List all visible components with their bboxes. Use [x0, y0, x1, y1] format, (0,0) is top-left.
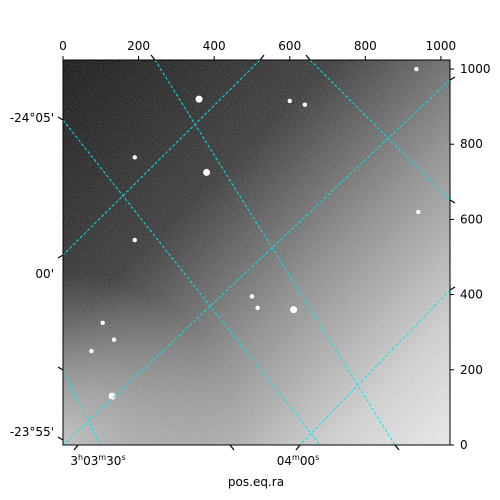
star-14	[414, 66, 419, 72]
dec-grid-line-0	[63, 60, 261, 256]
image-noise	[63, 60, 450, 445]
star-6	[249, 294, 255, 299]
x-tick-label-4: 800	[354, 39, 377, 53]
ra-grid-line-3	[63, 369, 101, 445]
x-tick-label-5: 1000	[426, 39, 457, 53]
world-tick-10	[57, 116, 64, 121]
x-axis-title: pos.eq.ra	[228, 475, 284, 489]
y-tick-label-4: 800	[460, 137, 483, 151]
world-tick-4	[449, 199, 456, 204]
ra-tick-label-2: 04m00s	[277, 453, 320, 468]
world-tick-7	[229, 444, 235, 451]
dec-grid-line-2	[299, 289, 450, 445]
pixel-axis-ticks: 0 200 400 600 800 1000 0 200 400 600 800 1000	[59, 39, 490, 452]
world-tick-0	[150, 54, 156, 61]
y-tick-label-2: 400	[460, 288, 483, 302]
star-11	[89, 348, 94, 354]
star-2	[302, 102, 308, 107]
world-tick-5	[449, 286, 456, 291]
x-tick-label-1: 200	[127, 39, 150, 53]
y-tick-label-0: 0	[460, 438, 468, 452]
world-tick-1	[305, 54, 311, 61]
plot-frame	[62, 59, 451, 446]
star-1	[287, 98, 292, 104]
star-3	[132, 155, 138, 160]
world-tick-3	[449, 76, 456, 81]
ra-grid-line-1	[309, 60, 450, 201]
star-4	[203, 168, 211, 176]
star-13	[416, 209, 421, 215]
world-tick-8	[295, 444, 301, 451]
star-0	[195, 95, 203, 103]
star-5	[132, 237, 138, 243]
dec-grid-line-1	[63, 79, 450, 445]
coordinate-grid	[63, 60, 450, 445]
world-tick-12	[57, 366, 64, 371]
world-axis-ticks	[57, 54, 456, 451]
star-7	[255, 305, 260, 310]
world-tick-9	[394, 444, 400, 451]
y-tick-label-3: 600	[460, 212, 483, 226]
world-tick-13	[57, 436, 64, 441]
sky-image	[63, 60, 450, 445]
ra-tick-label-1: 3h03m30s	[70, 453, 125, 468]
star-8	[290, 306, 298, 314]
star-9	[100, 320, 105, 326]
dec-tick-label-1: -24°05'	[10, 111, 54, 125]
dec-tick-label-3: -23°55'	[10, 425, 54, 439]
ra-grid-line-2	[63, 119, 321, 445]
star-12	[108, 392, 116, 400]
y-tick-label-5: 1000	[460, 62, 491, 76]
x-tick-label-2: 400	[203, 39, 226, 53]
world-tick-2	[259, 54, 265, 61]
dec-tick-label-2: 00'	[35, 267, 54, 281]
star-10	[111, 337, 117, 342]
world-tick-6	[73, 444, 79, 451]
world-tick-11	[57, 254, 64, 259]
y-tick-label-1: 200	[460, 363, 483, 377]
x-tick-label-3: 600	[278, 39, 301, 53]
x-tick-label-0: 0	[59, 39, 67, 53]
sources-layer	[89, 66, 421, 400]
